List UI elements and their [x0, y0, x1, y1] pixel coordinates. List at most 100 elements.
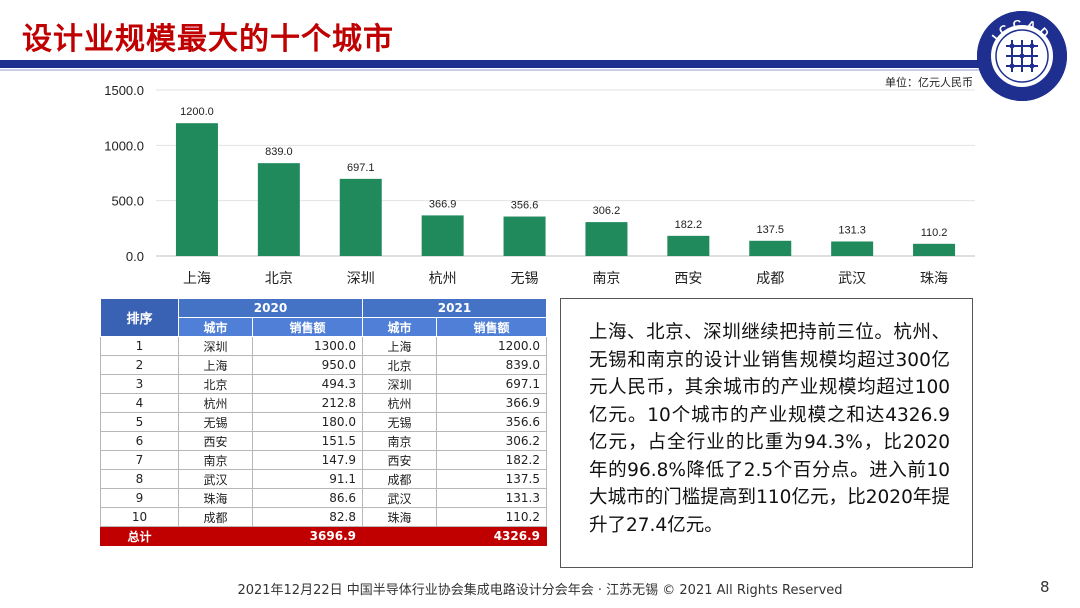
bar-chart: 0.0 500.0 1000.0 1500.0 1200.0 上海 839.0 北京 697.1… — [104, 83, 975, 287]
city-2021-cell: 西安 — [361, 450, 438, 470]
page-number: 8 — [1040, 578, 1050, 596]
data-label: 1200.0 — [180, 106, 214, 118]
sales-2020-cell: 212.8 — [252, 393, 363, 413]
city-header-2021: 城市 — [361, 317, 438, 337]
city-2020-cell: 武汉 — [177, 469, 254, 489]
unit-label: 单位：亿元人民币 — [885, 76, 973, 89]
footer-text: 2021年12月22日 中国半导体行业协会集成电路设计分会年会 · 江苏无锡 ©… — [237, 583, 843, 598]
sales-2020-cell: 147.9 — [252, 450, 363, 470]
iccad-logo-icon: ICCAD — [977, 11, 1067, 101]
city-2020-cell: 成都 — [177, 507, 254, 527]
sales-2020-cell: 1300.0 — [252, 336, 363, 356]
rank-header: 排序 — [100, 298, 179, 337]
data-label: 137.5 — [756, 224, 784, 236]
rank-cell: 6 — [100, 431, 179, 451]
data-label: 131.3 — [838, 224, 866, 236]
bar — [749, 240, 792, 256]
sales-2021-cell: 182.2 — [436, 450, 547, 470]
city-2021-cell: 深圳 — [361, 374, 438, 394]
city-2021-cell: 北京 — [361, 355, 438, 375]
x-tick-label: 杭州 — [429, 271, 457, 287]
y-tick-label: 0.0 — [126, 249, 144, 264]
table-row: 4 杭州 212.8 杭州 366.9 — [100, 393, 547, 413]
sales-2020-cell: 950.0 — [252, 355, 363, 375]
sales-2021-cell: 137.5 — [436, 469, 547, 489]
table-row: 8 武汉 91.1 成都 137.5 — [100, 469, 547, 489]
rank-cell: 7 — [100, 450, 179, 470]
rank-cell: 5 — [100, 412, 179, 432]
bar — [421, 215, 464, 256]
x-tick-label: 北京 — [265, 271, 293, 287]
table-row: 3 北京 494.3 深圳 697.1 — [100, 374, 547, 394]
y-tick-label: 1500.0 — [104, 83, 144, 98]
bar — [175, 123, 218, 256]
sales-2020-cell: 180.0 — [252, 412, 363, 432]
city-2021-cell: 珠海 — [361, 507, 438, 527]
x-tick-label: 成都 — [756, 271, 784, 287]
x-tick-label: 深圳 — [347, 271, 375, 287]
rank-cell: 2 — [100, 355, 179, 375]
x-tick-label: 上海 — [183, 271, 211, 287]
summary-text: 上海、北京、深圳继续把持前三位。杭州、无锡和南京的设计业销售规模均超过300亿元… — [589, 322, 950, 536]
city-2020-cell: 南京 — [177, 450, 254, 470]
summary-text-box: 上海、北京、深圳继续把持前三位。杭州、无锡和南京的设计业销售规模均超过300亿元… — [560, 298, 973, 568]
sales-2020-cell: 151.5 — [252, 431, 363, 451]
x-tick-label: 西安 — [674, 271, 702, 287]
sales-2020-cell: 86.6 — [252, 488, 363, 508]
year-2021-header: 2021 — [361, 298, 548, 318]
table-row: 5 无锡 180.0 无锡 356.6 — [100, 412, 547, 432]
rank-cell: 8 — [100, 469, 179, 489]
bar — [913, 243, 956, 256]
city-2020-cell: 北京 — [177, 374, 254, 394]
sales-2021-cell: 1200.0 — [436, 336, 547, 356]
total-2020: 3696.9 — [178, 526, 363, 546]
bar — [339, 178, 382, 256]
rank-cell: 10 — [100, 507, 179, 527]
sales-2021-cell: 839.0 — [436, 355, 547, 375]
rank-cell: 1 — [100, 336, 179, 356]
x-tick-label: 无锡 — [511, 271, 539, 287]
sales-2021-cell: 110.2 — [436, 507, 547, 527]
total-label: 总计 — [100, 526, 179, 546]
sales-2020-cell: 82.8 — [252, 507, 363, 527]
table-row: 9 珠海 86.6 武汉 131.3 — [100, 488, 547, 508]
city-2021-cell: 成都 — [361, 469, 438, 489]
data-label: 356.6 — [511, 200, 539, 212]
city-2020-cell: 珠海 — [177, 488, 254, 508]
city-2021-cell: 上海 — [361, 336, 438, 356]
table-row: 2 上海 950.0 北京 839.0 — [100, 355, 547, 375]
sales-header-2021: 销售额 — [436, 317, 547, 337]
city-2021-cell: 杭州 — [361, 393, 438, 413]
data-label: 839.0 — [265, 146, 293, 158]
title-rule-light — [0, 69, 985, 71]
bar — [831, 241, 874, 256]
x-tick-label: 武汉 — [838, 271, 866, 287]
table-row: 1 深圳 1300.0 上海 1200.0 — [100, 336, 547, 356]
city-2021-cell: 无锡 — [361, 412, 438, 432]
sales-2021-cell: 131.3 — [436, 488, 547, 508]
sales-header-2020: 销售额 — [252, 317, 363, 337]
bar — [585, 222, 628, 256]
city-2020-cell: 无锡 — [177, 412, 254, 432]
city-2020-cell: 深圳 — [177, 336, 254, 356]
table-row: 7 南京 147.9 西安 182.2 — [100, 450, 547, 470]
sales-2020-cell: 91.1 — [252, 469, 363, 489]
x-tick-label: 南京 — [592, 271, 620, 287]
rank-cell: 3 — [100, 374, 179, 394]
y-tick-label: 500.0 — [111, 194, 144, 209]
data-label: 182.2 — [675, 219, 703, 231]
title-rule — [0, 60, 985, 68]
year-2020-header: 2020 — [178, 298, 363, 318]
sales-2020-cell: 494.3 — [252, 374, 363, 394]
sales-2021-cell: 366.9 — [436, 393, 547, 413]
total-2021: 4326.9 — [361, 526, 548, 546]
bar — [503, 216, 546, 256]
table-row: 6 西安 151.5 南京 306.2 — [100, 431, 547, 451]
city-2021-cell: 南京 — [361, 431, 438, 451]
sales-2021-cell: 356.6 — [436, 412, 547, 432]
slide-title: 设计业规模最大的十个城市 — [22, 22, 394, 57]
y-tick-label: 1000.0 — [104, 138, 144, 153]
rank-cell: 9 — [100, 488, 179, 508]
city-2021-cell: 武汉 — [361, 488, 438, 508]
data-label: 306.2 — [593, 205, 621, 217]
